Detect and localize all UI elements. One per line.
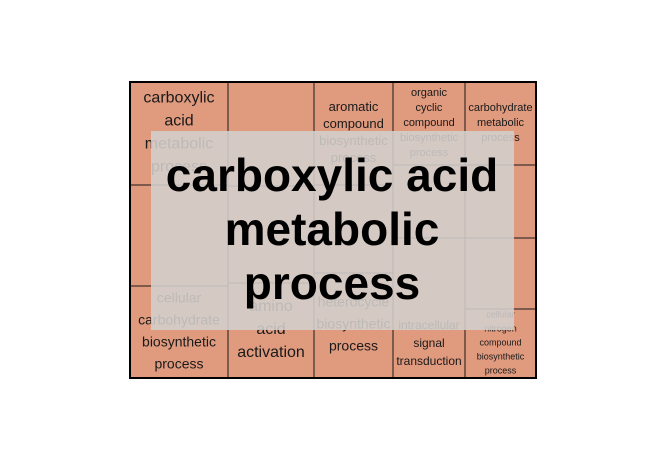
tile-label: process [154,356,203,372]
tile-label: compound [403,117,454,129]
tile-label: activation [237,344,305,361]
tile-label: compound [479,337,521,347]
tile-label: process [329,338,378,354]
tile-label: metabolic [477,117,525,129]
tile-label: cyclic [416,102,443,114]
group-label-line: metabolic [225,203,440,255]
tile-label: transduction [396,354,461,368]
group-label: carboxylic acid metabolic process [166,149,498,309]
treemap-frame [129,81,537,379]
tile-label: carboxylic [143,90,214,107]
tile-label: biosynthetic [142,334,216,350]
group-label-overlay [151,131,514,330]
tile-label: organic [411,87,448,99]
tile-label: carbohydrate [468,102,532,114]
tile-label: process [485,365,517,375]
group-label-line: carboxylic acid [166,149,498,201]
group-label-line: process [244,257,420,309]
tile-label: aromatic [329,99,379,114]
tile-label: acid [164,113,193,130]
tile-label: compound [323,116,384,131]
tile-label: signal [413,336,444,350]
tile-label: biosynthetic [477,351,525,361]
